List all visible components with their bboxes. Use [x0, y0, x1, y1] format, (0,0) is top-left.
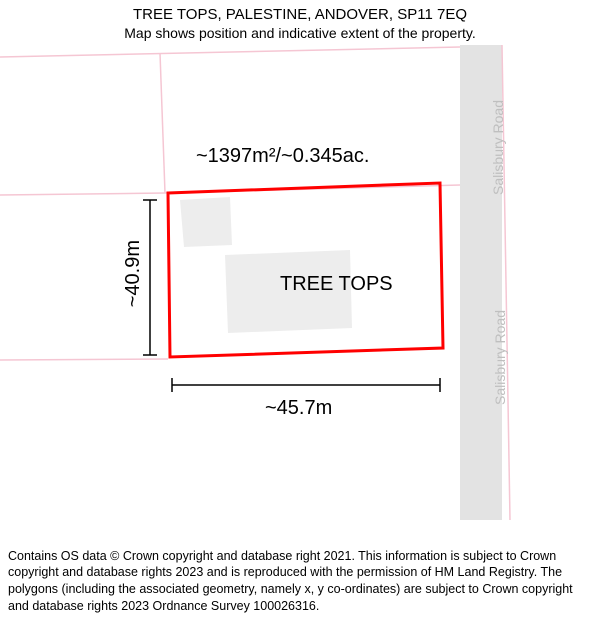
area-label: ~1397m²/~0.345ac. — [196, 145, 369, 168]
parcel-line — [0, 359, 168, 360]
road-label: Salisbury Road — [492, 310, 508, 405]
map-area: ~1397m²/~0.345ac. TREE TOPS ~40.9m ~45.7… — [0, 45, 600, 520]
dim-label-vertical: ~40.9m — [122, 240, 145, 307]
header: TREE TOPS, PALESTINE, ANDOVER, SP11 7EQ … — [0, 0, 600, 45]
building — [180, 197, 232, 247]
page-title: TREE TOPS, PALESTINE, ANDOVER, SP11 7EQ — [10, 6, 590, 23]
property-label: TREE TOPS — [280, 273, 393, 296]
road-label: Salisbury Road — [490, 100, 506, 195]
footer-attribution: Contains OS data © Crown copyright and d… — [0, 542, 600, 625]
dim-label-horizontal: ~45.7m — [265, 397, 332, 420]
parcel-line — [0, 193, 165, 195]
buildings — [180, 197, 352, 333]
parcel-line — [160, 53, 165, 193]
parcel-line — [0, 47, 460, 57]
page-subtitle: Map shows position and indicative extent… — [10, 25, 590, 41]
